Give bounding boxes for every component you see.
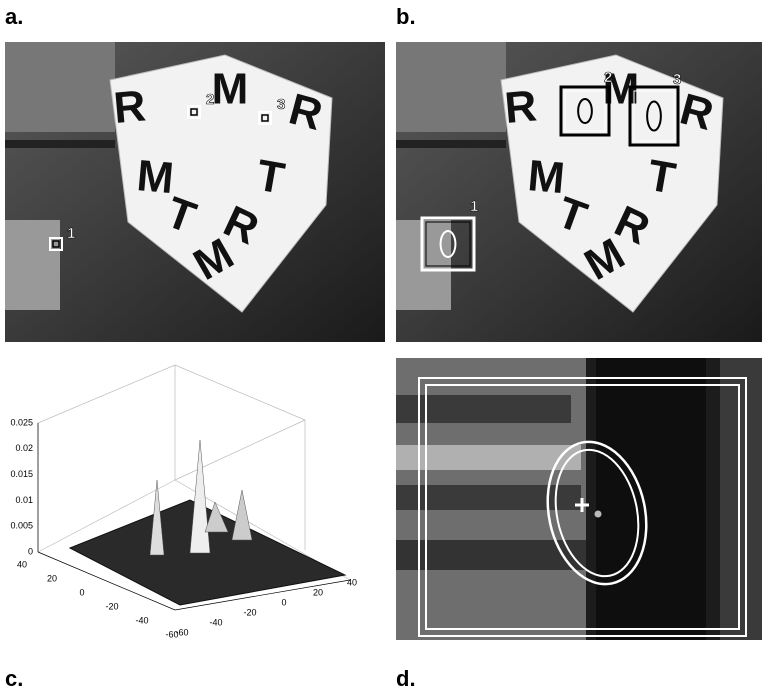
figure: a.b.c.d.RMRMTRTMRMRMTRTM12312300.0050.01… [0, 0, 766, 692]
z-tick-label: 0.005 [10, 521, 33, 531]
marker-label: 3 [673, 71, 681, 88]
marker-label: 1 [67, 225, 75, 242]
panel-label: a. [5, 4, 23, 29]
marker-label: 3 [277, 96, 285, 113]
photo-letter: R [112, 81, 148, 133]
y-tick-label: 20 [313, 587, 323, 597]
x-tick-label: 40 [17, 559, 27, 569]
photo-letter: M [526, 151, 567, 203]
z-tick-label: 0 [28, 546, 33, 556]
y-tick-label: -20 [243, 607, 256, 617]
zoom-view [396, 358, 762, 640]
marker-label: 1 [470, 198, 478, 215]
panel-label: b. [396, 4, 416, 29]
marker-label: 2 [604, 69, 612, 86]
panel-label: d. [396, 666, 416, 691]
photo-letter: M [212, 65, 249, 114]
photo-a [5, 42, 385, 342]
y-tick-label: 40 [347, 577, 357, 587]
y-tick-label: -60 [175, 627, 188, 637]
photo-letter: R [503, 81, 539, 133]
page: {"panels": [ {"label": "a.", "letters": … [0, 0, 766, 692]
panel-label: c. [5, 666, 23, 691]
x-tick-label: -20 [105, 601, 118, 611]
y-tick-label: -40 [209, 617, 222, 627]
photo-letter: M [135, 151, 176, 203]
marker-label: 2 [206, 91, 214, 108]
x-tick-label: 0 [79, 587, 84, 597]
z-tick-label: 0.025 [10, 417, 33, 427]
z-tick-label: 0.01 [15, 495, 33, 505]
x-tick-label: 20 [47, 573, 57, 583]
z-tick-label: 0.015 [10, 469, 33, 479]
y-tick-label: 0 [281, 597, 286, 607]
x-tick-label: -40 [135, 615, 148, 625]
z-tick-label: 0.02 [15, 443, 33, 453]
